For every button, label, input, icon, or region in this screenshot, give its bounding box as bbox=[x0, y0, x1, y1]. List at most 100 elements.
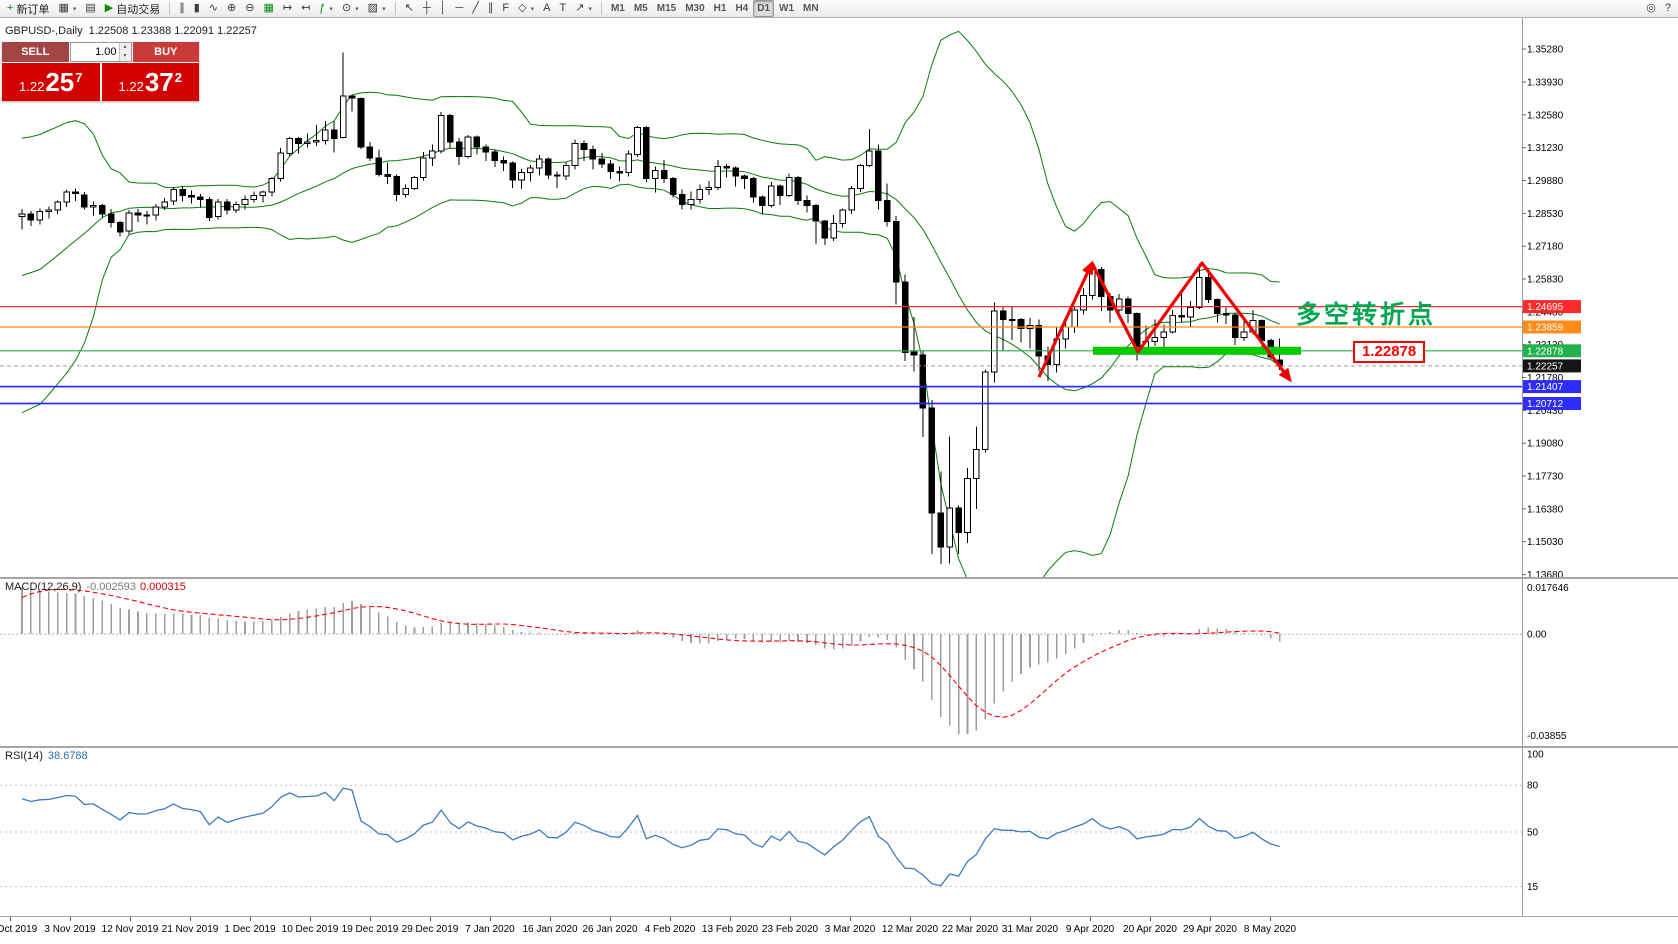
date-tick bbox=[610, 917, 611, 921]
periods-button[interactable]: ⊙ ▾ bbox=[338, 0, 363, 17]
date-label: 16 Jan 2020 bbox=[522, 924, 578, 935]
price-chart-canvas[interactable]: 1.35280 1.33930 1.32580 1.31230 1.29880 1.285… bbox=[0, 18, 1678, 577]
tf-h4-button-label: H4 bbox=[735, 3, 749, 14]
arrows-button[interactable]: ↗ ▾ bbox=[571, 0, 596, 17]
date-label: 3 Nov 2019 bbox=[44, 924, 96, 935]
sell-button[interactable]: SELL bbox=[2, 42, 69, 62]
templates-icon: ▨ bbox=[367, 2, 379, 14]
bar-chart-icon: ∥ bbox=[179, 2, 185, 14]
zoom-out-button[interactable]: ⊖ bbox=[241, 0, 258, 17]
price-chart-panel: 1.35280 1.33930 1.32580 1.31230 1.29880 1.285… bbox=[0, 18, 1678, 577]
tf-m5-button[interactable]: M5 bbox=[630, 0, 652, 17]
vertical-line-button[interactable]: │ bbox=[436, 0, 451, 17]
date-tick bbox=[670, 917, 671, 921]
horizontal-line-button[interactable]: ─ bbox=[451, 0, 467, 17]
svg-text:1.22878: 1.22878 bbox=[1527, 346, 1564, 357]
tf-h4-button[interactable]: H4 bbox=[731, 0, 752, 17]
svg-text:50: 50 bbox=[1527, 828, 1539, 839]
zoom-out-icon: ⊖ bbox=[245, 2, 255, 14]
date-label: 29 Apr 2020 bbox=[1183, 924, 1237, 935]
date-tick bbox=[790, 917, 791, 921]
macd-canvas[interactable]: 0.017646 0.00 -0.03855 bbox=[0, 579, 1678, 746]
tf-m30-button[interactable]: M30 bbox=[681, 0, 708, 17]
panel-separator-2[interactable] bbox=[0, 746, 1678, 748]
volume-input[interactable] bbox=[70, 43, 119, 61]
indicators-button[interactable]: ƒ ▾ bbox=[315, 0, 337, 17]
main-toolbar: + 新订单 ▦ ▾ ▤ ▶ 自动交易 ∥ ▮ ∿ ⊕ ⊖ ▦ ↦ ↤ ƒ ▾ ⊙ ▾ ▨ ▾ ↖ ┼ │ ─ ╱ ∥ F ◇ ▾ A T ↗ ▾ M… bbox=[0, 0, 1678, 18]
date-tick bbox=[1030, 917, 1031, 921]
autotrading-button[interactable]: ▶ 自动交易 bbox=[101, 0, 164, 17]
vertical-line-icon: │ bbox=[439, 2, 447, 14]
templates-button[interactable]: ▨ ▾ bbox=[364, 0, 390, 17]
volume-down-button[interactable]: ▾ bbox=[119, 52, 131, 61]
date-tick bbox=[850, 917, 851, 921]
volume-up-button[interactable]: ▴ bbox=[119, 43, 131, 52]
buy-button[interactable]: BUY bbox=[132, 42, 199, 62]
shapes-icon: ◇ bbox=[518, 2, 527, 14]
buy-price-big: 37 bbox=[144, 67, 174, 97]
profiles-button[interactable]: ▤ bbox=[81, 0, 99, 17]
chart-ohlc-values: 1.22508 1.23388 1.22091 1.22257 bbox=[88, 25, 257, 37]
charts-menu-button[interactable]: ▦ ▾ bbox=[54, 0, 80, 17]
text-button[interactable]: A bbox=[539, 0, 554, 17]
rsi-canvas[interactable]: 100 80 50 15 bbox=[0, 748, 1678, 916]
date-label: 3 Mar 2020 bbox=[824, 924, 876, 935]
panel-separator-1[interactable] bbox=[0, 577, 1678, 579]
fibonacci-button[interactable]: F bbox=[498, 0, 513, 17]
candlestick-chart-button[interactable]: ▮ bbox=[190, 0, 204, 17]
svg-text:1.17730: 1.17730 bbox=[1527, 472, 1564, 483]
line-chart-button[interactable]: ∿ bbox=[205, 0, 222, 17]
tf-m1-button[interactable]: M1 bbox=[607, 0, 629, 17]
date-label: 10 Dec 2019 bbox=[281, 924, 339, 935]
svg-text:1.23859: 1.23859 bbox=[1527, 323, 1564, 334]
date-label: 13 Feb 2020 bbox=[701, 924, 759, 935]
svg-text:0.017646: 0.017646 bbox=[1527, 583, 1569, 594]
crosshair-icon: ┼ bbox=[422, 2, 431, 14]
auto-scroll-icon: ↦ bbox=[282, 2, 293, 14]
time-axis-separator bbox=[0, 916, 1678, 917]
new-order-icon: + bbox=[7, 2, 14, 14]
sell-price-button[interactable]: 1.22 25 7 bbox=[2, 63, 100, 101]
search-button[interactable]: ◎ bbox=[1642, 0, 1660, 17]
date-label: 1 Dec 2019 bbox=[224, 924, 276, 935]
buy-price-button[interactable]: 1.22 37 2 bbox=[101, 63, 199, 101]
date-label: 12 Nov 2019 bbox=[101, 924, 159, 935]
tf-h1-button[interactable]: H1 bbox=[710, 0, 731, 17]
chart-shift-button[interactable]: ↤ bbox=[297, 0, 314, 17]
text-label-button[interactable]: T bbox=[555, 0, 570, 17]
help-button[interactable]: ? bbox=[1661, 0, 1675, 17]
auto-scroll-button[interactable]: ↦ bbox=[279, 0, 296, 17]
svg-text:1.29880: 1.29880 bbox=[1527, 176, 1564, 187]
new-order-button[interactable]: + 新订单 bbox=[3, 0, 53, 17]
date-tick bbox=[1090, 917, 1091, 921]
macd-main-value: -0.002593 bbox=[86, 581, 136, 593]
date-label: 19 Dec 2019 bbox=[341, 924, 399, 935]
date-tick bbox=[250, 917, 251, 921]
zoom-in-button[interactable]: ⊕ bbox=[223, 0, 240, 17]
trendline-button[interactable]: ╱ bbox=[468, 0, 483, 17]
tile-windows-icon: ▦ bbox=[263, 2, 274, 14]
rsi-label: RSI(14) 38.6788 bbox=[5, 750, 88, 762]
date-tick bbox=[70, 917, 71, 921]
svg-text:1.21407: 1.21407 bbox=[1527, 382, 1564, 393]
charts-menu-button-dropdown-icon: ▾ bbox=[72, 5, 77, 13]
tf-w1-button[interactable]: W1 bbox=[775, 0, 798, 17]
tile-windows-button[interactable]: ▦ bbox=[259, 0, 277, 17]
tf-d1-button[interactable]: D1 bbox=[753, 0, 775, 17]
date-label: 8 May 2020 bbox=[1243, 924, 1297, 935]
crosshair-button[interactable]: ┼ bbox=[419, 0, 435, 17]
buy-price-sup: 2 bbox=[174, 70, 182, 85]
date-tick bbox=[130, 917, 131, 921]
channel-icon: ∥ bbox=[487, 2, 494, 14]
price-callout-box: 1.22878 bbox=[1353, 341, 1426, 363]
bar-chart-button[interactable]: ∥ bbox=[175, 0, 189, 17]
tf-mn-button[interactable]: MN bbox=[799, 0, 823, 17]
shapes-button[interactable]: ◇ ▾ bbox=[514, 0, 538, 17]
cursor-button[interactable]: ↖ bbox=[401, 0, 418, 17]
tf-m15-button[interactable]: M15 bbox=[653, 0, 680, 17]
sell-price-prefix: 1.22 bbox=[19, 79, 45, 94]
channel-button[interactable]: ∥ bbox=[484, 0, 498, 17]
date-tick bbox=[10, 917, 11, 921]
volume-spinner: ▴ ▾ bbox=[118, 43, 131, 61]
